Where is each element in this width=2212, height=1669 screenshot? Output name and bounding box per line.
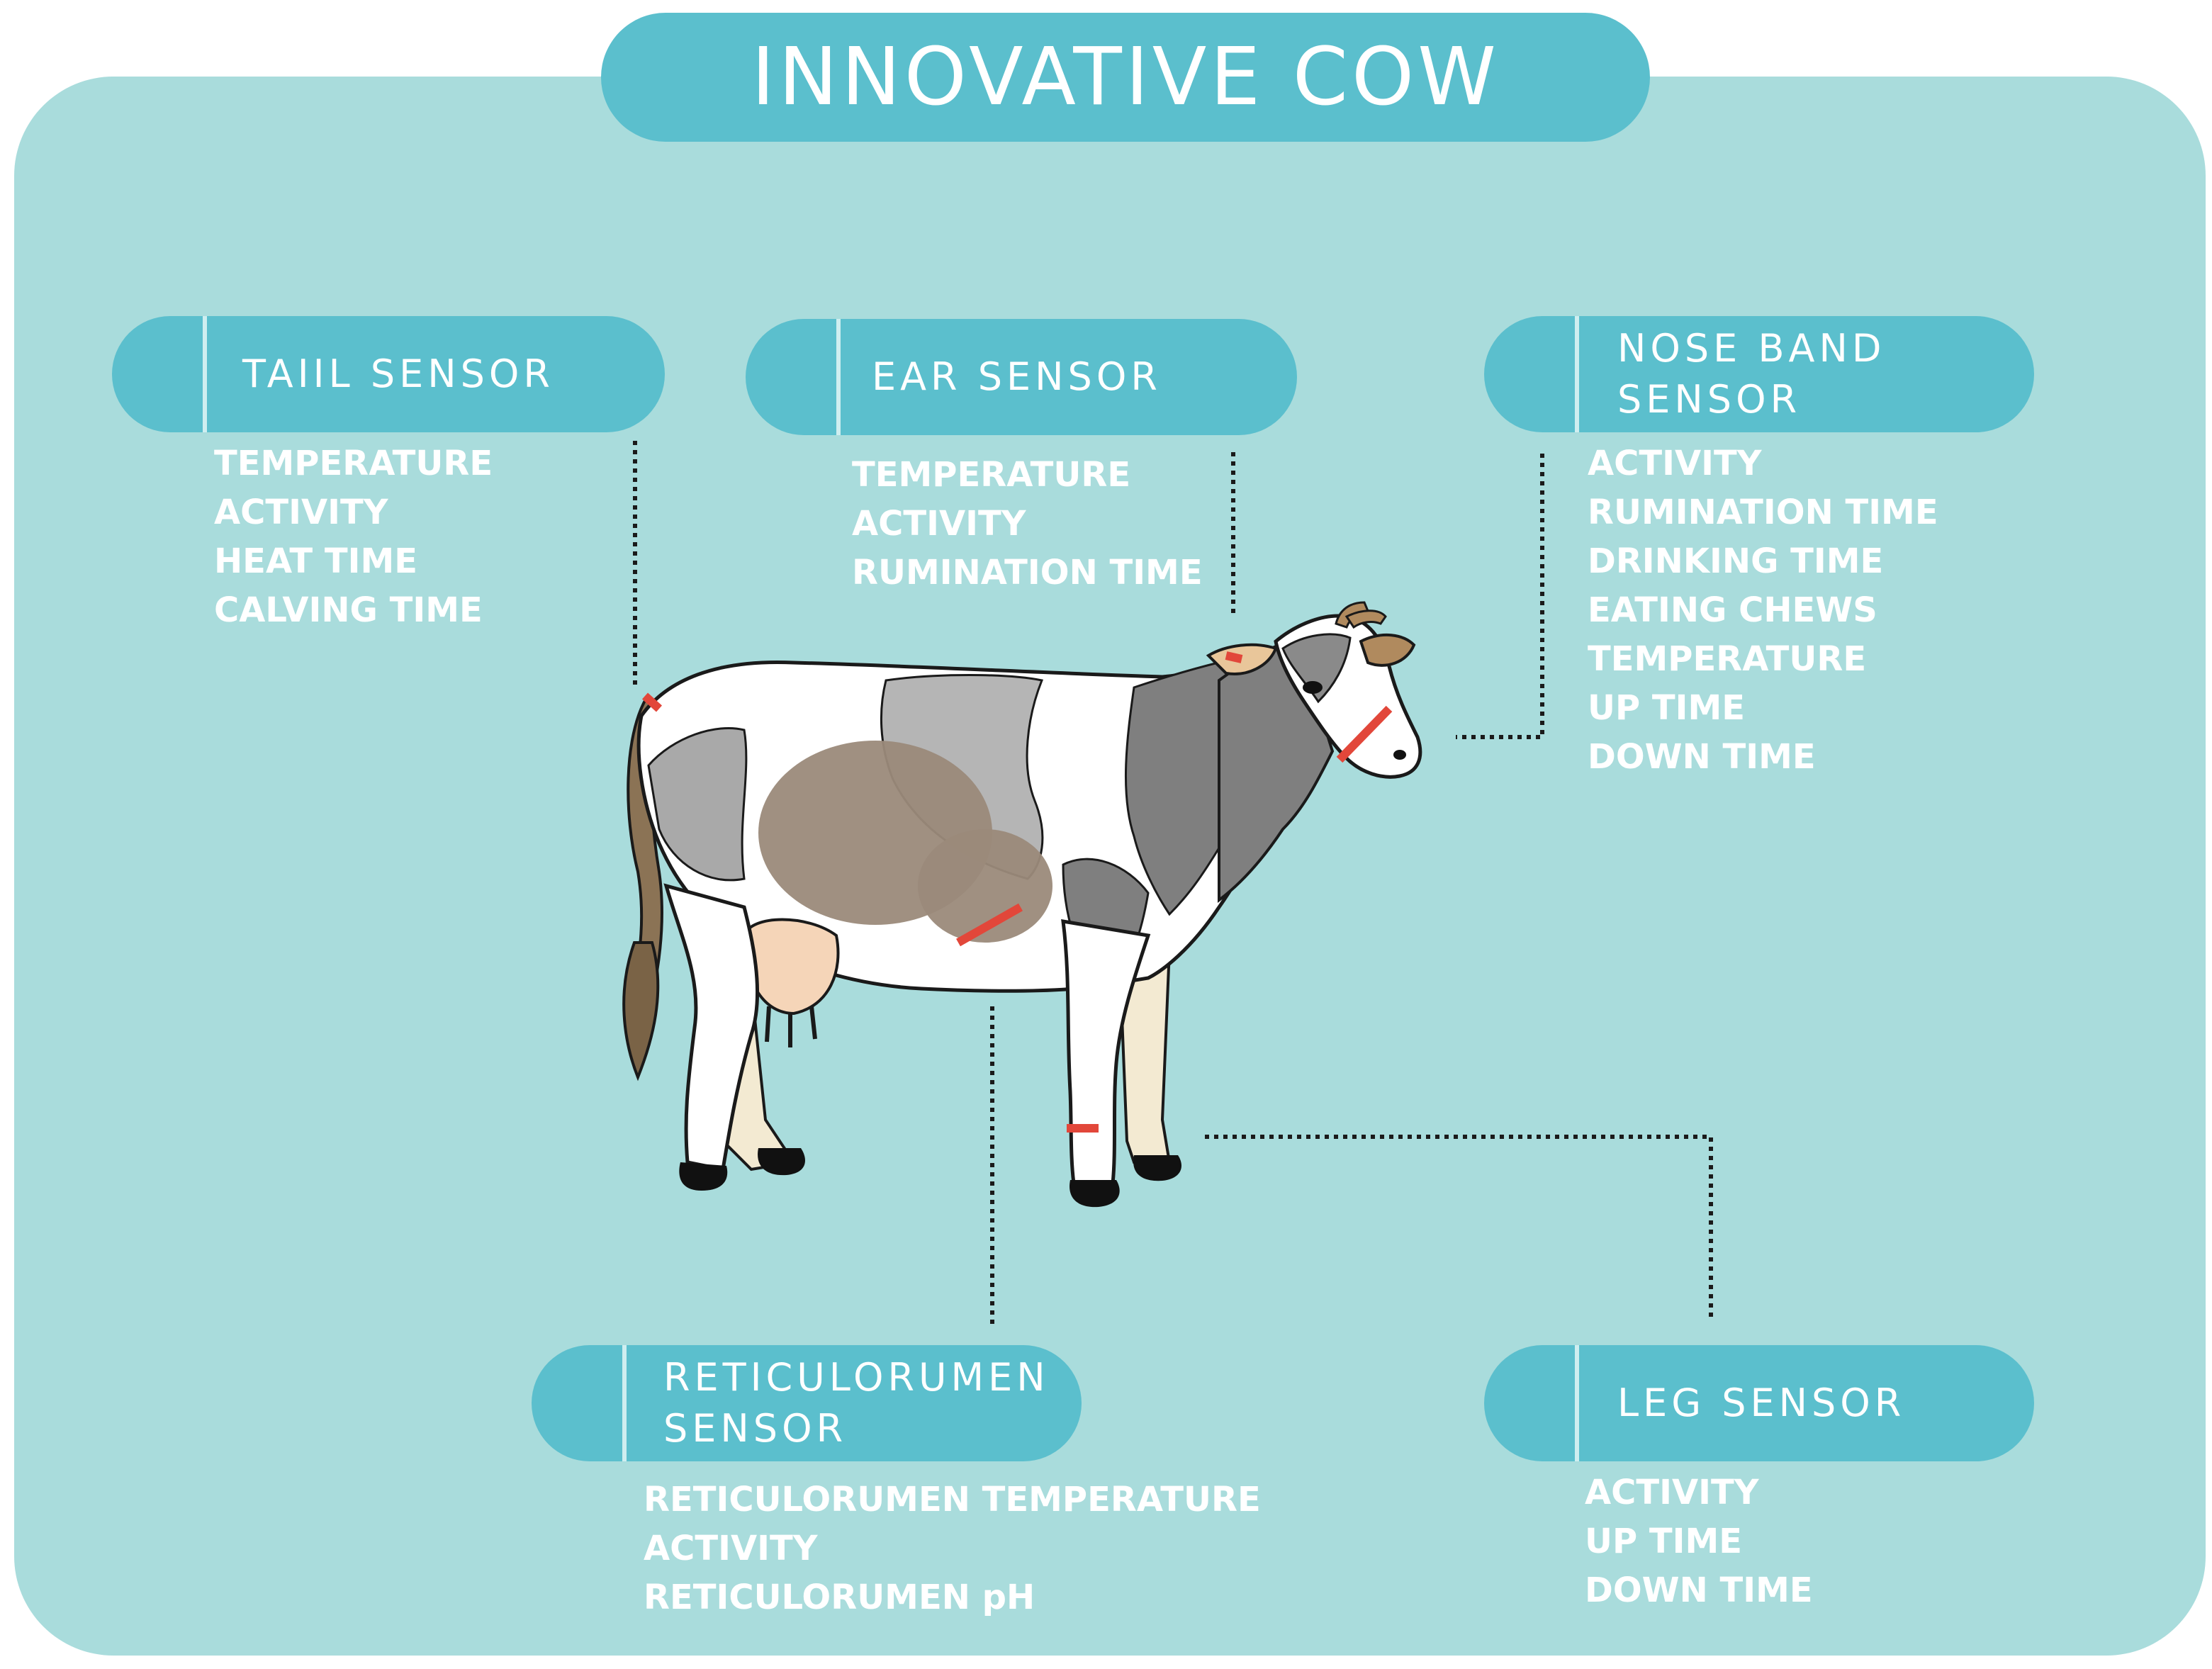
tail-sensor-pill: TAIIL SENSOR (112, 316, 665, 432)
leg-connector (1205, 1135, 1713, 1318)
reticulorumen-sensor-label-line: SENSOR (663, 1406, 848, 1451)
nose-metric: DRINKING TIME (1588, 541, 1884, 581)
ear-sensor-label-line: EAR SENSOR (872, 354, 1162, 399)
nose-metric: ACTIVITY (1588, 444, 1762, 483)
reticulorumen-metric: RETICULORUMEN pH (644, 1578, 1035, 1617)
tail-sensor-metrics: TEMPERATURE ACTIVITY HEAT TIME CALVING T… (214, 439, 493, 635)
nose-metric: EATING CHEWS (1588, 590, 1877, 630)
cow-head-patch (1281, 633, 1352, 704)
leg-metric: UP TIME (1585, 1522, 1743, 1561)
nose-band-sensor-marker (1336, 705, 1393, 763)
ear-sensor-pill: EAR SENSOR (746, 319, 1297, 435)
cow-ear (1359, 633, 1416, 667)
cow-ear (1206, 643, 1278, 675)
leg-sensor-label: LEG SENSOR (1617, 1345, 1905, 1461)
ear-metric: ACTIVITY (852, 504, 1026, 544)
cow-teats (765, 1006, 817, 1047)
nose-metric: UP TIME (1588, 688, 1746, 728)
cow-nostril (1393, 750, 1406, 760)
cow-horn (1344, 609, 1387, 629)
reticulorumen-sensor-label-line: RETICULORUMEN (663, 1355, 1050, 1400)
cow-hoof (1133, 1155, 1181, 1181)
cow-reticulum (918, 829, 1052, 943)
page-title: INNOVATIVE COW (751, 31, 1500, 123)
reticulorumen-sensor-label: RETICULORUMEN SENSOR (663, 1345, 1050, 1461)
leg-sensor-metrics: ACTIVITY UP TIME DOWN TIME (1585, 1468, 1813, 1615)
tail-sensor-marker (641, 692, 663, 712)
leg-metric: DOWN TIME (1585, 1570, 1813, 1610)
nose-connector (1456, 454, 1544, 739)
pill-divider (1575, 316, 1579, 432)
ear-sensor-marker (1225, 651, 1243, 663)
title-banner: INNOVATIVE COW (601, 13, 1650, 142)
nose-band-sensor-label-line: SENSOR (1617, 377, 1802, 422)
leg-sensor-pill: LEG SENSOR (1484, 1345, 2034, 1461)
pill-divider (203, 316, 207, 432)
nose-band-sensor-metrics: ACTIVITY RUMINATION TIME DRINKING TIME E… (1588, 439, 1938, 782)
ear-sensor-label: EAR SENSOR (872, 319, 1162, 435)
cow-eye (1303, 681, 1323, 694)
tail-sensor-label-line: TAIIL SENSOR (242, 352, 554, 396)
reticulorumen-metric: ACTIVITY (644, 1529, 818, 1568)
cow-spot (647, 726, 748, 882)
nose-band-sensor-label: NOSE BAND SENSOR (1617, 316, 1885, 432)
nose-metric: RUMINATION TIME (1588, 493, 1938, 532)
cow-hoof (1069, 1180, 1120, 1208)
ear-sensor-metrics: TEMPERATURE ACTIVITY RUMINATION TIME (852, 451, 1203, 597)
tail-metric: CALVING TIME (214, 590, 483, 630)
pill-divider (622, 1345, 627, 1461)
nose-metric: DOWN TIME (1588, 737, 1816, 777)
reticulorumen-sensor-marker (956, 903, 1023, 947)
ear-metric: RUMINATION TIME (852, 553, 1203, 592)
pill-divider (836, 319, 841, 435)
reticulorumen-sensor-pill: RETICULORUMEN SENSOR (532, 1345, 1082, 1461)
cow-hoof (758, 1148, 805, 1176)
cow-tail-tuft (622, 941, 660, 1081)
cow-illustration (622, 601, 1422, 1208)
sensor-markers (641, 651, 1393, 1133)
tail-metric: TEMPERATURE (214, 444, 493, 483)
reticulorumen-metric: RETICULORUMEN TEMPERATURE (644, 1480, 1261, 1519)
leg-metric: ACTIVITY (1585, 1473, 1759, 1512)
leg-sensor-label-line: LEG SENSOR (1617, 1381, 1906, 1425)
reticulorumen-sensor-metrics: RETICULORUMEN TEMPERATURE ACTIVITY RETIC… (644, 1476, 1261, 1622)
pill-divider (1575, 1345, 1579, 1461)
tail-metric: ACTIVITY (214, 493, 388, 532)
nose-band-sensor-pill: NOSE BAND SENSOR (1484, 316, 2034, 432)
ear-metric: TEMPERATURE (852, 455, 1131, 495)
tail-metric: HEAT TIME (214, 541, 417, 581)
connector-lines (633, 441, 1713, 1327)
nose-band-sensor-label-line: NOSE BAND (1617, 326, 1886, 371)
cow-hoof (679, 1162, 728, 1191)
nose-metric: TEMPERATURE (1588, 639, 1867, 679)
tail-sensor-label: TAIIL SENSOR (242, 316, 554, 432)
